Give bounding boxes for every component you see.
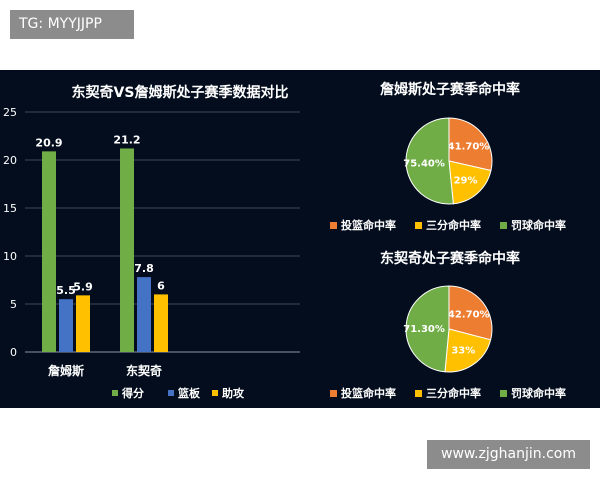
pie-legend-label: 罚球命中率 bbox=[511, 218, 566, 232]
bar-data-label: 6 bbox=[157, 279, 165, 292]
bar-data-label: 21.2 bbox=[113, 133, 140, 146]
pie-legend-swatch bbox=[500, 222, 507, 229]
bar-chart-title: 东契奇VS詹姆斯处子赛季数据对比 bbox=[72, 84, 289, 101]
pie-slice-label: 33% bbox=[451, 345, 475, 356]
bar-legend: 得分 篮板 助攻 bbox=[112, 386, 245, 400]
bar-categories: 詹姆斯 东契奇 bbox=[48, 363, 162, 378]
bar-category-label: 詹姆斯 bbox=[48, 363, 84, 378]
pie-legend-swatch bbox=[500, 390, 507, 397]
pie-legend-label: 投篮命中率 bbox=[341, 218, 396, 232]
pie-chart-james-title: 詹姆斯处子赛季命中率 bbox=[380, 81, 520, 98]
pie-slice bbox=[405, 285, 450, 373]
pie-slice bbox=[405, 117, 454, 205]
watermark-top: TG: MYYJJPP bbox=[10, 10, 134, 39]
pie-chart-doncic: 东契奇处子赛季命中率 42.70% 33% 71.30% 投篮命中率 三分命中率 罚球命中… bbox=[330, 250, 566, 400]
pie-legend-label: 罚球命中率 bbox=[511, 386, 566, 400]
legend-label: 篮板 bbox=[177, 386, 201, 400]
pie-slice bbox=[448, 117, 493, 172]
pie-legend-swatch bbox=[330, 222, 337, 229]
bar-chart: 东契奇VS詹姆斯处子赛季数据对比 0 5 10 15 20 25 20.9 5.55.9 21… bbox=[3, 84, 300, 400]
bar bbox=[76, 295, 90, 352]
legend-swatch bbox=[168, 390, 174, 396]
bar-data-label: 20.9 bbox=[35, 136, 62, 149]
bar-category-label: 东契奇 bbox=[126, 363, 162, 378]
pie-legend-swatch bbox=[415, 390, 422, 397]
pie-slice bbox=[448, 160, 492, 205]
legend-label: 助攻 bbox=[222, 386, 245, 400]
bar-y-tick-label: 5 bbox=[10, 298, 17, 311]
bar-data-label: 7.8 bbox=[134, 262, 154, 275]
bar bbox=[59, 299, 73, 352]
pie-chart-james: 詹姆斯处子赛季命中率 41.70% 29% 75.40% 投篮命中率 三分命中率 罚球命中… bbox=[330, 81, 566, 232]
bar-data-label: 5.9 bbox=[73, 280, 93, 293]
pie-legend-swatch bbox=[330, 390, 337, 397]
bar-data-label: 5.5 bbox=[56, 284, 76, 297]
bar-y-tick-label: 0 bbox=[10, 346, 17, 359]
chart-svg: 东契奇VS詹姆斯处子赛季数据对比 0 5 10 15 20 25 20.9 5.55.9 21… bbox=[3, 81, 566, 400]
pie-legend-label: 投篮命中率 bbox=[341, 386, 396, 400]
bar-y-tick-label: 15 bbox=[3, 202, 17, 215]
pie-legend-swatch bbox=[415, 222, 422, 229]
pie-slice bbox=[448, 285, 493, 341]
watermark-bottom: www.zjghanjin.com bbox=[427, 440, 590, 469]
bar-y-tick-label: 10 bbox=[3, 250, 17, 263]
pie-chart-doncic-title: 东契奇处子赛季命中率 bbox=[380, 250, 520, 267]
pie-slice-label: 42.70% bbox=[448, 310, 490, 321]
bar bbox=[120, 148, 134, 352]
bar-marks: 20.9 5.55.9 21.2 7.86 bbox=[35, 133, 168, 352]
chart-panel: 东契奇VS詹姆斯处子赛季数据对比 0 5 10 15 20 25 20.9 5.5 5.9 21… bbox=[0, 70, 600, 408]
pie-slice-label: 29% bbox=[454, 176, 478, 187]
pie-slice-label: 41.70% bbox=[448, 141, 490, 152]
legend-label: 得分 bbox=[121, 386, 144, 400]
bar-y-tick-label: 20 bbox=[3, 154, 17, 167]
pie-slice-label: 71.30% bbox=[403, 324, 445, 335]
pie-slice bbox=[444, 328, 492, 373]
pie-legend-label: 三分命中率 bbox=[426, 218, 481, 232]
bar bbox=[137, 277, 151, 352]
bar bbox=[154, 294, 168, 352]
bar bbox=[42, 151, 56, 352]
bar-y-ticks: 0 5 10 15 20 25 bbox=[3, 106, 17, 359]
pie-slice-label: 75.40% bbox=[403, 158, 445, 169]
legend-swatch bbox=[212, 390, 218, 396]
bar-y-tick-label: 25 bbox=[3, 106, 17, 119]
pie-legend-label: 三分命中率 bbox=[426, 386, 481, 400]
legend-swatch bbox=[112, 390, 118, 396]
